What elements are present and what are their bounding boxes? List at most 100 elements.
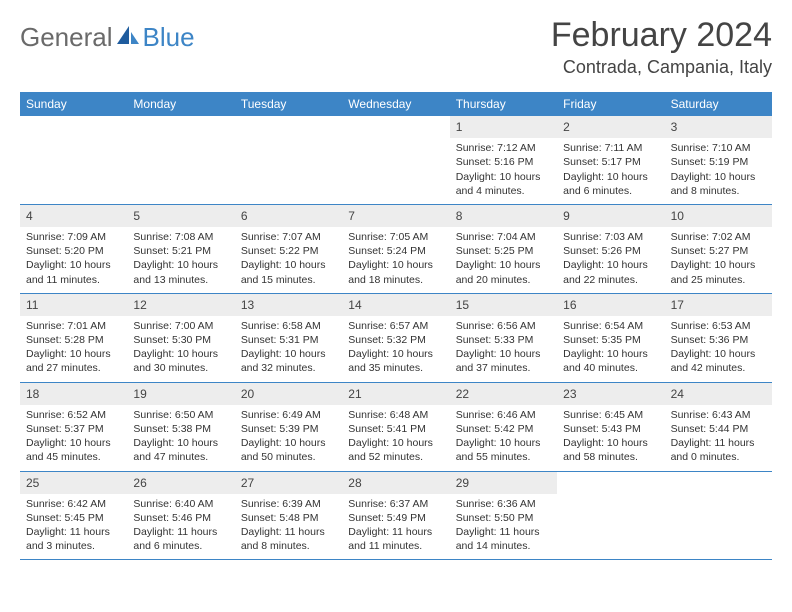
sunrise-text: Sunrise: 6:58 AM <box>241 319 336 333</box>
sunrise-text: Sunrise: 7:12 AM <box>456 141 551 155</box>
day-content: Sunrise: 7:04 AMSunset: 5:25 PMDaylight:… <box>450 227 557 293</box>
day-number: 25 <box>20 472 127 494</box>
daylight-text: Daylight: 10 hours and 20 minutes. <box>456 258 551 286</box>
day-content: Sunrise: 6:37 AMSunset: 5:49 PMDaylight:… <box>342 494 449 560</box>
weekday-header: Wednesday <box>342 92 449 116</box>
weekday-header: Thursday <box>450 92 557 116</box>
sunset-text: Sunset: 5:41 PM <box>348 422 443 436</box>
calendar: SundayMondayTuesdayWednesdayThursdayFrid… <box>20 92 772 560</box>
day-number: 20 <box>235 383 342 405</box>
week-row: 1Sunrise: 7:12 AMSunset: 5:16 PMDaylight… <box>20 116 772 205</box>
day-number: 6 <box>235 205 342 227</box>
day-cell: 7Sunrise: 7:05 AMSunset: 5:24 PMDaylight… <box>342 205 449 293</box>
sunrise-text: Sunrise: 6:57 AM <box>348 319 443 333</box>
day-number: 16 <box>557 294 664 316</box>
day-content: Sunrise: 6:40 AMSunset: 5:46 PMDaylight:… <box>127 494 234 560</box>
day-cell: 3Sunrise: 7:10 AMSunset: 5:19 PMDaylight… <box>665 116 772 204</box>
daylight-text: Daylight: 10 hours and 42 minutes. <box>671 347 766 375</box>
day-content: Sunrise: 6:36 AMSunset: 5:50 PMDaylight:… <box>450 494 557 560</box>
logo-text-blue: Blue <box>143 22 195 53</box>
sunrise-text: Sunrise: 7:09 AM <box>26 230 121 244</box>
logo-sail-icon <box>115 24 141 51</box>
day-number: 19 <box>127 383 234 405</box>
sunset-text: Sunset: 5:49 PM <box>348 511 443 525</box>
day-cell: 25 Sunrise: 6:42 AMSunset: 5:45 PMDayligh… <box>20 472 127 560</box>
sunset-text: Sunset: 5:44 PM <box>671 422 766 436</box>
logo-text-general: General <box>20 22 113 53</box>
day-number: 3 <box>665 116 772 138</box>
weekday-header-row: SundayMondayTuesdayWednesdayThursdayFrid… <box>20 92 772 116</box>
day-number: 10 <box>665 205 772 227</box>
daylight-text: Daylight: 10 hours and 37 minutes. <box>456 347 551 375</box>
sunset-text: Sunset: 5:46 PM <box>133 511 228 525</box>
sunset-text: Sunset: 5:17 PM <box>563 155 658 169</box>
day-number: 26 <box>127 472 234 494</box>
day-number: 4 <box>20 205 127 227</box>
day-cell: 17Sunrise: 6:53 AMSunset: 5:36 PMDayligh… <box>665 294 772 382</box>
day-content: Sunrise: 6:43 AMSunset: 5:44 PMDaylight:… <box>665 405 772 471</box>
sunset-text: Sunset: 5:48 PM <box>241 511 336 525</box>
day-content: Sunrise: 7:03 AMSunset: 5:26 PMDaylight:… <box>557 227 664 293</box>
day-cell: 26Sunrise: 6:40 AMSunset: 5:46 PMDayligh… <box>127 472 234 560</box>
day-number: 23 <box>557 383 664 405</box>
sunrise-text: Sunrise: 6:43 AM <box>671 408 766 422</box>
day-number: 8 <box>450 205 557 227</box>
daylight-text: Daylight: 11 hours and 14 minutes. <box>456 525 551 553</box>
day-content: Sunrise: 7:10 AMSunset: 5:19 PMDaylight:… <box>665 138 772 204</box>
day-cell: 16Sunrise: 6:54 AMSunset: 5:35 PMDayligh… <box>557 294 664 382</box>
day-cell: 5Sunrise: 7:08 AMSunset: 5:21 PMDaylight… <box>127 205 234 293</box>
daylight-text: Daylight: 10 hours and 15 minutes. <box>241 258 336 286</box>
day-number: 14 <box>342 294 449 316</box>
day-cell: 9Sunrise: 7:03 AMSunset: 5:26 PMDaylight… <box>557 205 664 293</box>
sunrise-text: Sunrise: 6:49 AM <box>241 408 336 422</box>
day-cell: 19Sunrise: 6:50 AMSunset: 5:38 PMDayligh… <box>127 383 234 471</box>
sunrise-text: Sunrise: 6:54 AM <box>563 319 658 333</box>
daylight-text: Daylight: 11 hours and 11 minutes. <box>348 525 443 553</box>
daylight-text: Daylight: 10 hours and 13 minutes. <box>133 258 228 286</box>
daylight-text: Daylight: 10 hours and 8 minutes. <box>671 170 766 198</box>
sunrise-text: Sunrise: 7:02 AM <box>671 230 766 244</box>
daylight-text: Daylight: 10 hours and 11 minutes. <box>26 258 121 286</box>
day-number: 1 <box>450 116 557 138</box>
sunset-text: Sunset: 5:45 PM <box>26 511 121 525</box>
daylight-text: Daylight: 10 hours and 4 minutes. <box>456 170 551 198</box>
day-content: Sunrise: 6:48 AMSunset: 5:41 PMDaylight:… <box>342 405 449 471</box>
day-content: Sunrise: 7:01 AMSunset: 5:28 PMDaylight:… <box>20 316 127 382</box>
sunset-text: Sunset: 5:37 PM <box>26 422 121 436</box>
day-content: Sunrise: 7:08 AMSunset: 5:21 PMDaylight:… <box>127 227 234 293</box>
day-content: Sunrise: 6:53 AMSunset: 5:36 PMDaylight:… <box>665 316 772 382</box>
day-number: 11 <box>20 294 127 316</box>
sunset-text: Sunset: 5:38 PM <box>133 422 228 436</box>
weeks-container: 1Sunrise: 7:12 AMSunset: 5:16 PMDaylight… <box>20 116 772 560</box>
sunset-text: Sunset: 5:16 PM <box>456 155 551 169</box>
day-content: Sunrise: 7:12 AMSunset: 5:16 PMDaylight:… <box>450 138 557 204</box>
daylight-text: Daylight: 11 hours and 6 minutes. <box>133 525 228 553</box>
day-content: Sunrise: 6:45 AMSunset: 5:43 PMDaylight:… <box>557 405 664 471</box>
daylight-text: Daylight: 10 hours and 35 minutes. <box>348 347 443 375</box>
sunset-text: Sunset: 5:21 PM <box>133 244 228 258</box>
daylight-text: Daylight: 10 hours and 22 minutes. <box>563 258 658 286</box>
header: General Blue February 2024 Contrada, Cam… <box>20 16 772 78</box>
sunset-text: Sunset: 5:31 PM <box>241 333 336 347</box>
sunrise-text: Sunrise: 7:01 AM <box>26 319 121 333</box>
day-content: Sunrise: 7:09 AMSunset: 5:20 PMDaylight:… <box>20 227 127 293</box>
daylight-text: Daylight: 10 hours and 32 minutes. <box>241 347 336 375</box>
day-content: Sunrise: 7:07 AMSunset: 5:22 PMDaylight:… <box>235 227 342 293</box>
daylight-text: Daylight: 11 hours and 3 minutes. <box>26 525 121 553</box>
day-cell: 12Sunrise: 7:00 AMSunset: 5:30 PMDayligh… <box>127 294 234 382</box>
empty-cell <box>20 116 127 204</box>
day-content: Sunrise: 6:39 AMSunset: 5:48 PMDaylight:… <box>235 494 342 560</box>
sunset-text: Sunset: 5:39 PM <box>241 422 336 436</box>
daylight-text: Daylight: 10 hours and 52 minutes. <box>348 436 443 464</box>
empty-cell <box>557 472 664 560</box>
week-row: 11Sunrise: 7:01 AMSunset: 5:28 PMDayligh… <box>20 294 772 383</box>
sunrise-text: Sunrise: 6:36 AM <box>456 497 551 511</box>
day-cell: 2Sunrise: 7:11 AMSunset: 5:17 PMDaylight… <box>557 116 664 204</box>
day-content: Sunrise: 7:02 AMSunset: 5:27 PMDaylight:… <box>665 227 772 293</box>
day-number: 27 <box>235 472 342 494</box>
sunrise-text: Sunrise: 6:46 AM <box>456 408 551 422</box>
sunrise-text: Sunrise: 6:42 AM <box>26 497 121 511</box>
sunset-text: Sunset: 5:35 PM <box>563 333 658 347</box>
day-number: 29 <box>450 472 557 494</box>
sunrise-text: Sunrise: 6:52 AM <box>26 408 121 422</box>
